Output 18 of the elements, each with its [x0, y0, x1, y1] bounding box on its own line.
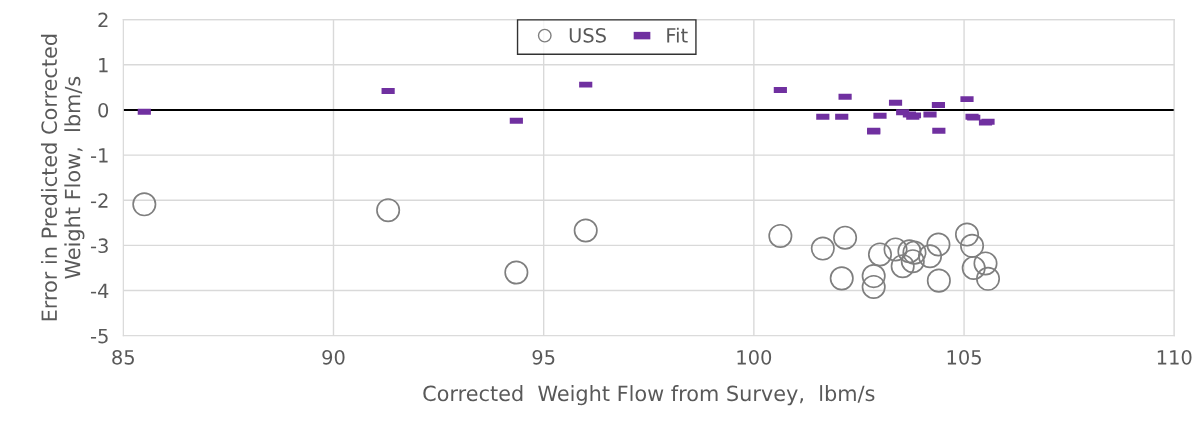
y-axis-title: Error in Predicted Corrected Weight Flow, lbm/s	[40, 34, 85, 321]
legend-label: USS	[569, 27, 606, 43]
x-tick-label: 110	[1157, 349, 1192, 365]
x-tick-label: 90	[322, 349, 345, 365]
y-tick-label: -1	[90, 148, 108, 163]
y-tick-label: 0	[98, 102, 109, 118]
x-tick-label: 85	[112, 349, 134, 365]
x-tick-label: 100	[737, 349, 772, 365]
y-tick-label: -2	[90, 193, 108, 208]
x-tick-label: 95	[532, 349, 555, 365]
y-tick-label: -4	[90, 283, 109, 298]
y-tick-label: -5	[90, 328, 108, 344]
x-tick-label: 105	[947, 349, 981, 365]
x-axis-title: Corrected Weight Flow from Survey, lbm/s	[423, 385, 875, 406]
legend-label: Fit	[667, 27, 688, 43]
y-tick-label: 1	[99, 57, 108, 73]
y-tick-label: 2	[98, 12, 108, 28]
y-tick-label: -3	[90, 238, 108, 254]
